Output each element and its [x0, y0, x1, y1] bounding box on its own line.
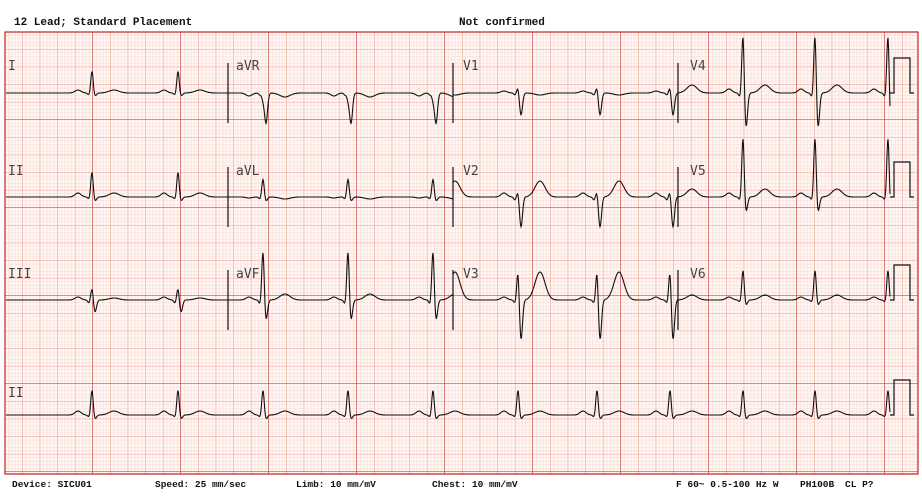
- limb-gain-label: Limb: 10 mm/mV: [296, 479, 376, 490]
- lead-label-V2: V2: [463, 164, 479, 179]
- model-label: PH100B: [800, 479, 835, 490]
- calibration-pulse: [890, 161, 914, 198]
- trace-II: [6, 172, 228, 202]
- trace-aVF: [228, 252, 454, 320]
- lead-label-aVF: aVF: [236, 267, 260, 282]
- trace-V3: [452, 271, 679, 339]
- filter-label: F 60~ 0.5-100 Hz W: [676, 479, 779, 490]
- trace-V6: [678, 270, 891, 306]
- lead-label-V4: V4: [690, 59, 706, 74]
- speed-label: Speed: 25 mm/sec: [155, 479, 247, 490]
- trace-aVR: [228, 92, 454, 125]
- trace-V4: [677, 37, 891, 127]
- lead-label-aVR: aVR: [236, 59, 260, 74]
- calibration-pulse: [890, 379, 914, 416]
- trace-I: [6, 71, 228, 97]
- lead-label-V3: V3: [463, 267, 479, 282]
- lead-label-V6: V6: [690, 267, 706, 282]
- trace-V5: [677, 139, 891, 212]
- code-label: CL P?: [845, 479, 874, 490]
- lead-label-I: I: [8, 59, 16, 74]
- calibration-pulse: [890, 264, 914, 301]
- ecg-traces: [6, 37, 914, 420]
- lead-label-III: III: [8, 267, 31, 282]
- device-label: Device: SICU01: [12, 479, 92, 490]
- confirmation-status: Not confirmed: [459, 17, 545, 29]
- lead-label-V1: V1: [463, 59, 479, 74]
- trace-III: [6, 288, 228, 313]
- lead-label-II: II: [8, 164, 24, 179]
- trace-rhythm-II: [6, 390, 891, 420]
- calibration-pulse: [890, 57, 914, 94]
- lead-label-rhythm-II: II: [8, 386, 24, 401]
- report-title: 12 Lead; Standard Placement: [14, 17, 193, 29]
- lead-label-V5: V5: [690, 164, 706, 179]
- trace-V1: [452, 88, 679, 117]
- lead-label-aVL: aVL: [236, 164, 260, 179]
- chest-gain-label: Chest: 10 mm/mV: [432, 479, 518, 490]
- trace-aVL: [228, 177, 453, 202]
- trace-V2: [452, 180, 679, 229]
